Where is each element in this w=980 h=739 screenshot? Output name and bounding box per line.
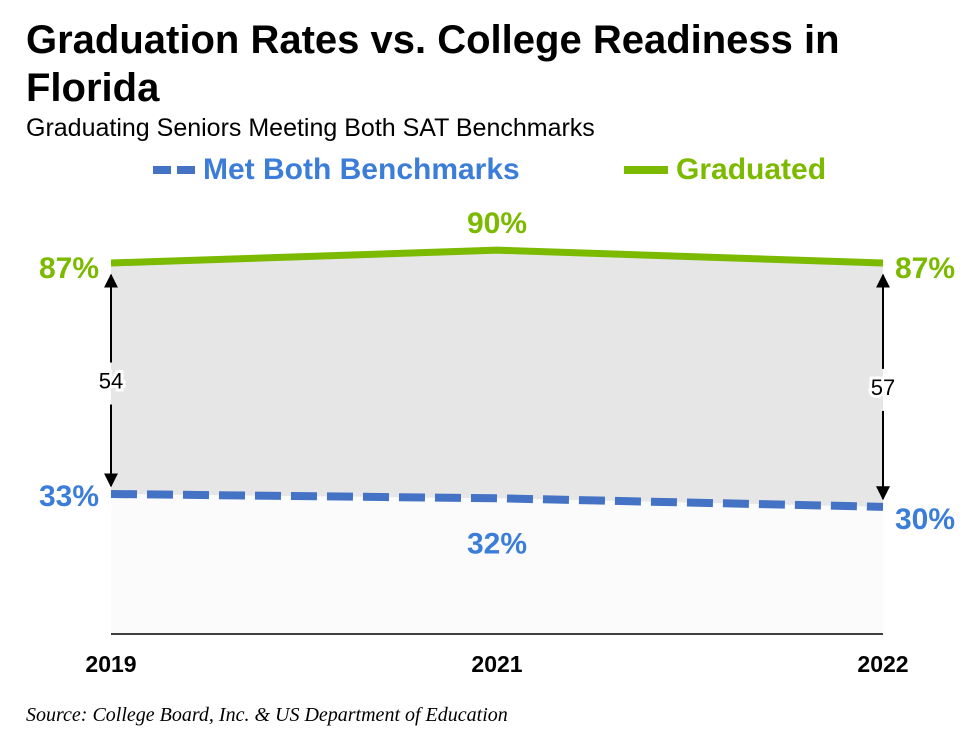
data-label-met-2019: 33% xyxy=(39,480,99,513)
gap-label-2019: 54 xyxy=(99,368,123,393)
source-note: Source: College Board, Inc. & US Departm… xyxy=(26,704,508,726)
legend-label-graduated: Graduated xyxy=(676,153,827,186)
data-label-met-2022: 30% xyxy=(895,503,955,536)
gap-label-2022: 57 xyxy=(871,375,895,400)
legend-item-graduated: Graduated xyxy=(624,150,826,190)
data-label-graduated-2019: 87% xyxy=(39,252,99,285)
chart-title: Graduation Rates vs. College Readiness i… xyxy=(26,18,840,110)
x-tick-label-2021: 2021 xyxy=(471,651,522,677)
x-tick-label-2019: 2019 xyxy=(85,651,136,677)
chart-subtitle: Graduating Seniors Meeting Both SAT Benc… xyxy=(26,114,595,142)
x-tick-label-2022: 2022 xyxy=(857,651,908,677)
gap-area xyxy=(111,250,883,507)
series-line-met-both-benchmarks xyxy=(110,490,884,511)
legend-swatch-solid xyxy=(624,166,668,174)
data-label-graduated-2022: 87% xyxy=(895,252,955,285)
legend-item-met-both-benchmarks: Met Both Benchmarks xyxy=(153,150,520,190)
data-label-met-2021: 32% xyxy=(467,527,527,560)
legend-swatch-dashed xyxy=(153,166,195,174)
chart-legend: Met Both Benchmarks Graduated xyxy=(0,150,980,190)
data-label-graduated-2021: 90% xyxy=(467,207,527,240)
legend-label-met: Met Both Benchmarks xyxy=(203,153,520,186)
below-area xyxy=(111,494,883,634)
series-line-graduated xyxy=(110,246,884,267)
